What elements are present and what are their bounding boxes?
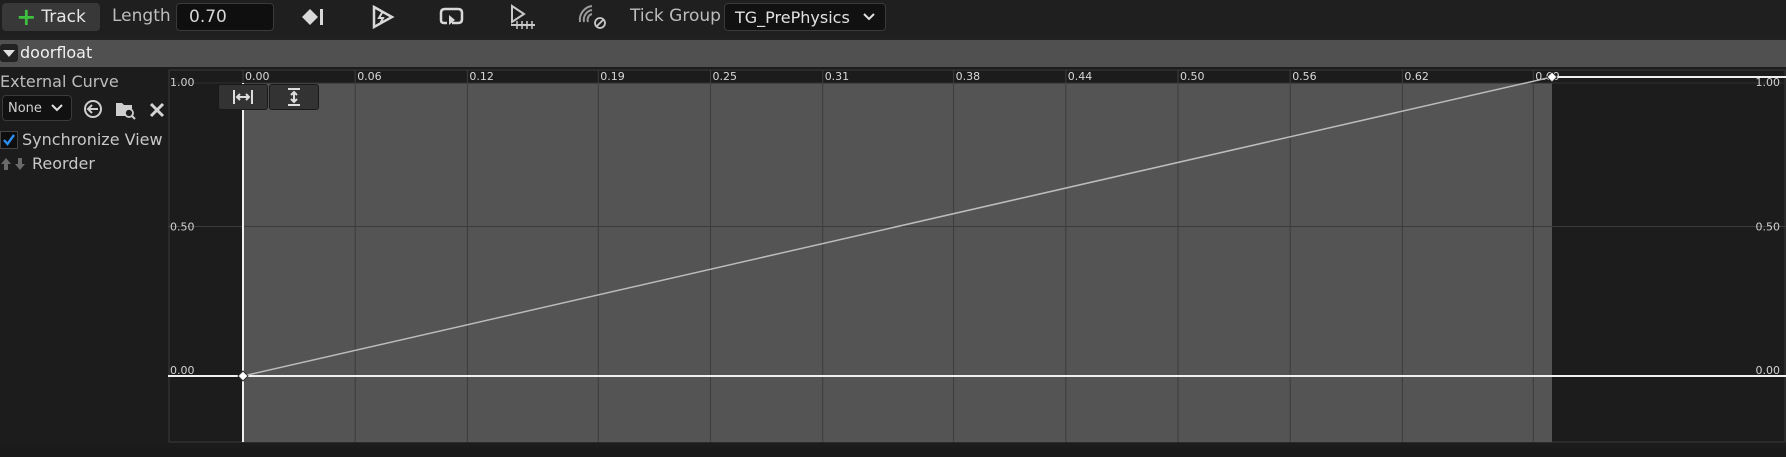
time-tick-label: 0.00 xyxy=(245,70,270,83)
value-label-right: 0.50 xyxy=(1756,221,1781,234)
reorder-arrows-icon[interactable] xyxy=(0,156,28,172)
synchronize-view-label: Synchronize View xyxy=(22,130,163,149)
keyframe-point[interactable] xyxy=(1546,71,1558,83)
external-curve-value: None xyxy=(8,101,42,116)
zoom-to-fit-vertical-button[interactable] xyxy=(269,84,319,110)
add-track-button[interactable]: + Track xyxy=(2,3,100,31)
time-tick-label: 0.50 xyxy=(1180,70,1205,83)
time-tick-label: 0.31 xyxy=(825,70,850,83)
length-label: Length xyxy=(112,6,171,26)
time-tick-label: 0.12 xyxy=(469,70,494,83)
external-curve-label: External Curve xyxy=(0,72,119,91)
fit-horizontal-icon xyxy=(233,90,253,104)
curve-editor-graph[interactable]: 0.00 0.06 0.12 0.19 0.25 0.31 0.38 0.44 0.50 0.56… xyxy=(168,67,1786,447)
add-track-label: Track xyxy=(41,7,86,27)
value-label-left: 1.00 xyxy=(170,76,195,89)
value-label-left: 0.50 xyxy=(170,221,195,234)
curve-editor-canvas[interactable]: 0.00 0.06 0.12 0.19 0.25 0.31 0.38 0.44 0.50 0.56… xyxy=(168,67,1786,447)
add-key-icon[interactable] xyxy=(298,4,328,30)
fit-vertical-icon xyxy=(288,88,300,106)
reorder-row: Reorder xyxy=(0,154,95,173)
time-tick-label: 0.06 xyxy=(357,70,382,83)
browse-asset-icon[interactable] xyxy=(114,98,136,120)
tick-group-select[interactable]: TG_PrePhysics xyxy=(724,3,886,31)
timeline-toolbar: + Track Length 0.70 Tick Group TG_PrePhy… xyxy=(0,0,1786,34)
autoplay-icon[interactable] xyxy=(368,4,398,30)
value-axis: 1.00 0.50 0.00 1.00 0.50 0.00 xyxy=(170,76,1780,377)
time-tick-label: 0.44 xyxy=(1068,70,1093,83)
time-tick-label: 0.25 xyxy=(713,70,738,83)
zoom-to-fit-horizontal-button[interactable] xyxy=(218,84,268,110)
use-selected-asset-icon[interactable] xyxy=(82,98,104,120)
bottom-strip xyxy=(0,447,1786,457)
collapse-triangle-icon[interactable] xyxy=(0,44,18,62)
chevron-down-icon xyxy=(863,13,875,21)
time-tick-label: 0.38 xyxy=(956,70,981,83)
value-label-right: 0.00 xyxy=(1756,364,1781,377)
tick-group-value: TG_PrePhysics xyxy=(735,8,850,27)
value-label-right: 1.00 xyxy=(1756,76,1781,89)
keyframe-point[interactable] xyxy=(237,370,249,382)
length-input[interactable]: 0.70 xyxy=(176,3,274,31)
replicated-icon[interactable] xyxy=(578,4,608,30)
track-name: doorfloat xyxy=(20,43,93,62)
synchronize-view-checkbox[interactable] xyxy=(0,130,18,149)
chevron-down-icon xyxy=(51,104,63,112)
keyframes xyxy=(237,71,1558,382)
use-last-keyframe-icon[interactable] xyxy=(508,4,538,30)
time-ruler: 0.00 0.06 0.12 0.19 0.25 0.31 0.38 0.44 0.50 0.56… xyxy=(245,70,1560,83)
reorder-label: Reorder xyxy=(32,154,95,173)
loop-icon[interactable] xyxy=(438,4,468,30)
external-curve-select[interactable]: None xyxy=(2,95,72,121)
synchronize-view-row[interactable]: Synchronize View xyxy=(0,130,163,149)
tick-group-label: Tick Group xyxy=(630,6,721,26)
time-tick-label: 0.62 xyxy=(1404,70,1429,83)
time-tick-label: 0.56 xyxy=(1292,70,1317,83)
curve-range-area xyxy=(243,83,1552,442)
checkmark-icon xyxy=(3,133,15,146)
value-label-left: 0.00 xyxy=(170,364,195,377)
clear-icon[interactable] xyxy=(146,99,168,121)
curve-segment xyxy=(242,76,1553,377)
track-options-panel: External Curve None Synchronize View Reo… xyxy=(0,67,168,457)
grid xyxy=(168,70,1786,442)
plus-icon: + xyxy=(16,3,37,31)
track-header[interactable]: doorfloat xyxy=(0,40,1786,67)
time-tick-label: 0.19 xyxy=(600,70,625,83)
